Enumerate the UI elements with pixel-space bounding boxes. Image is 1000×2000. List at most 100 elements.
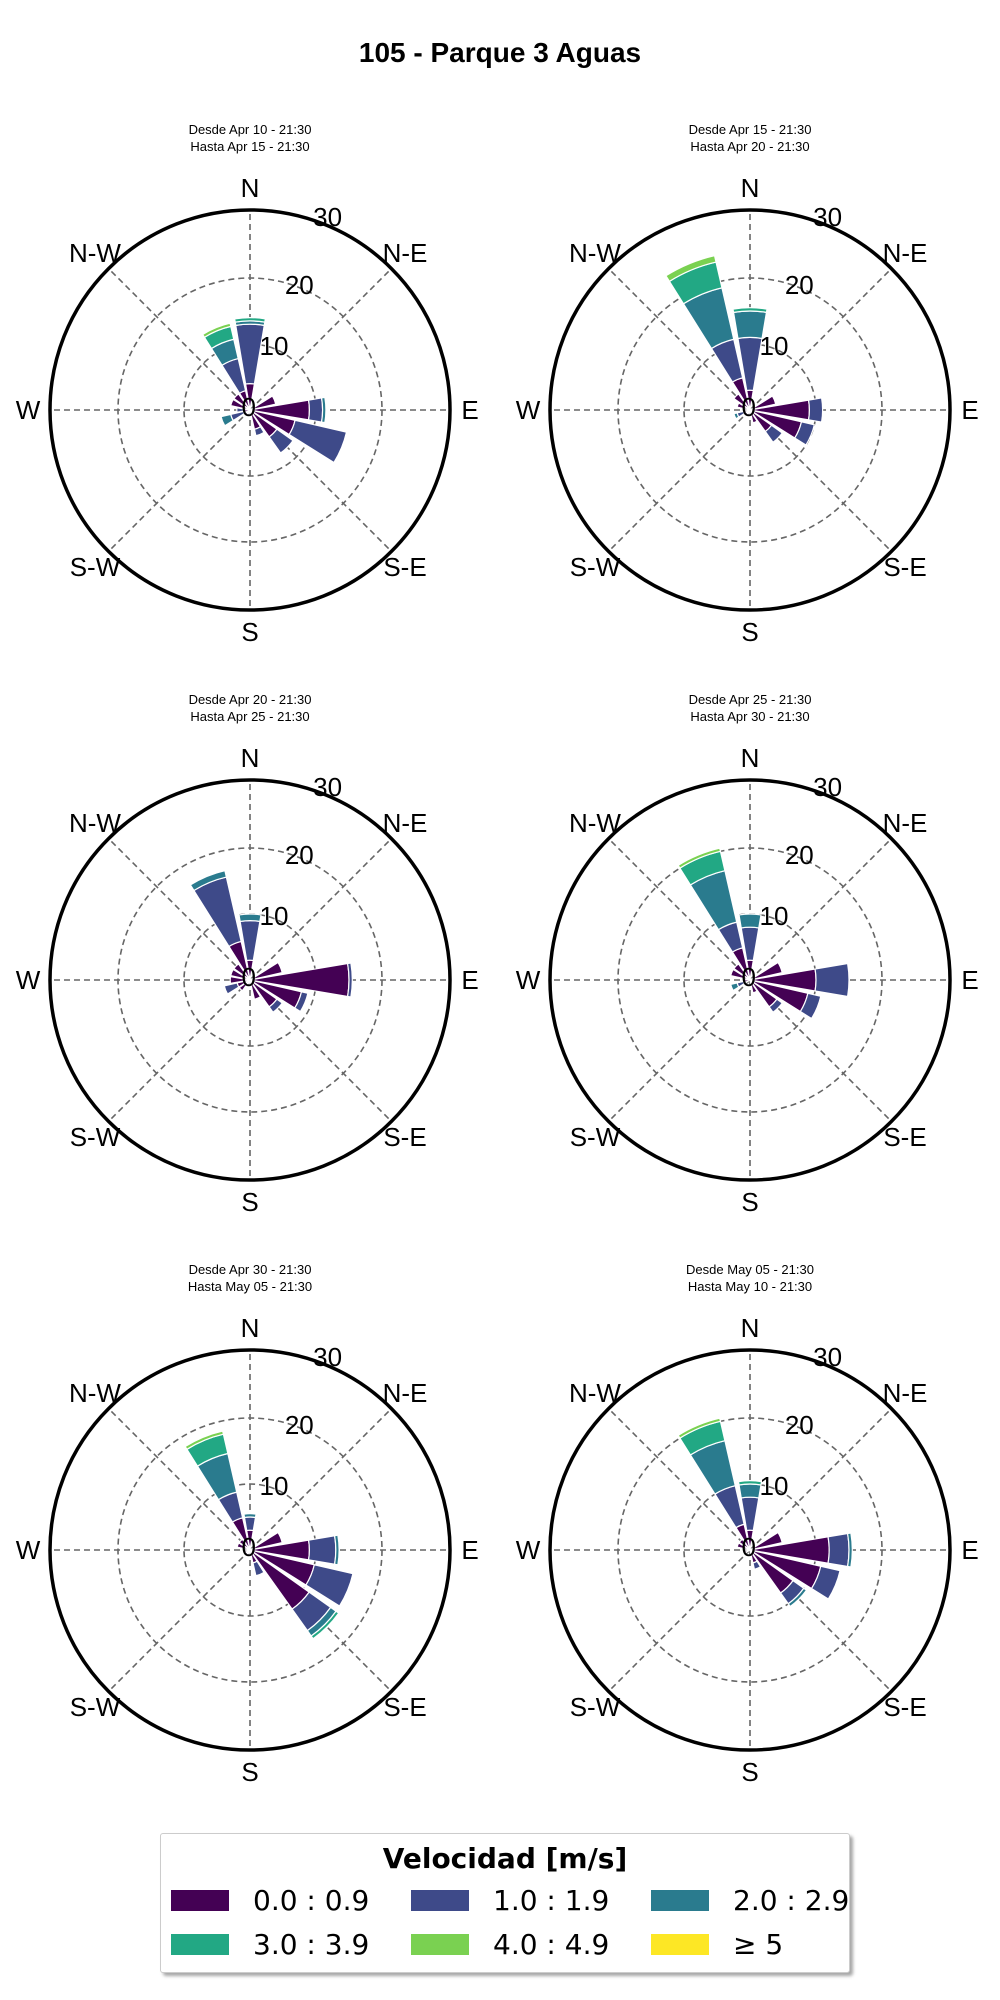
direction-label: N-E [883,238,928,268]
windrose-bar [229,976,251,984]
legend-swatch [651,1933,709,1955]
windrose-bar [310,1610,340,1640]
radial-tick-label: 10 [260,901,289,931]
grid-spoke [108,1549,251,1692]
direction-label: N-W [569,238,621,268]
legend-label: 1.0 : 1.9 [493,1883,610,1917]
direction-label: S-E [383,1122,426,1152]
direction-label: E [961,1535,978,1565]
direction-label: S [241,1187,258,1217]
grid-spoke [108,409,251,552]
windrose-bar [238,979,251,992]
radial-tick-label: 10 [260,1471,289,1501]
direction-label: S-W [570,552,621,582]
direction-label: N-W [569,808,621,838]
direction-label: S [741,1187,758,1217]
windrose-bar [233,393,251,411]
direction-label: N [741,743,760,773]
windrose-bar [346,962,353,998]
radial-tick-label: 20 [285,270,314,300]
radial-tick-label: 0 [742,392,756,422]
windrose-bar [233,317,267,323]
direction-label: S-E [383,552,426,582]
radial-tick-label: 30 [813,202,842,232]
radial-tick-label: 20 [785,840,814,870]
windrose-bar [253,425,265,437]
windrose-bar [184,1430,225,1451]
panel-subtitle: Desde Apr 10 - 21:30 [189,122,312,137]
direction-label: W [516,395,541,425]
legend-label: 4.0 : 4.9 [493,1927,610,1961]
panel-subtitle: Hasta May 10 - 21:30 [688,1279,812,1294]
grid-spoke [108,838,251,981]
direction-label: N-E [383,1378,428,1408]
windrose-bar [249,961,283,981]
windrose-bar [307,1535,337,1565]
direction-label: S-E [883,552,926,582]
panel-subtitle: Desde Apr 25 - 21:30 [689,692,812,707]
radial-tick-label: 10 [760,901,789,931]
panel-subtitle: Hasta Apr 25 - 21:30 [190,709,309,724]
windrose-bar [738,1538,751,1551]
direction-label: N-W [69,808,121,838]
direction-label: S-W [70,1122,121,1152]
windrose-bar [677,847,722,869]
windrose-bar [752,1560,762,1571]
grid-spoke [608,1549,751,1692]
panel-subtitle: Desde Apr 20 - 21:30 [189,692,312,707]
windrose-bar [236,1542,251,1551]
windrose-bar [189,869,228,892]
windrose-bar [764,424,784,444]
direction-label: N-E [883,1378,928,1408]
radial-tick-label: 0 [242,392,256,422]
windrose-bar [238,1538,251,1551]
windrose-bar [733,412,740,420]
windrose-bar [787,1587,808,1608]
windrose-bar [238,913,262,923]
grid-spoke [749,268,892,411]
direction-label: N-W [569,1378,621,1408]
windrose-panels: Desde Apr 10 - 21:30 Hasta Apr 15 - 21:30… [16,122,979,1787]
legend-label: ≥ 5 [733,1927,784,1961]
windrose-bar [749,409,758,424]
windrose-bar [737,1480,763,1486]
windrose-bar [665,254,717,283]
legend-item: 0.0 : 0.9 [171,1882,369,1918]
outer-ring [548,778,952,1182]
legend-item: 2.0 : 2.9 [651,1882,849,1918]
direction-label: W [16,395,41,425]
direction-label: S [741,1757,758,1787]
windrose-bar [742,978,751,982]
windrose-bar [768,998,784,1014]
grid-spoke [608,838,751,981]
radial-tick-label: 20 [785,1410,814,1440]
radial-tick-label: 0 [242,962,256,992]
radial-tick-label: 10 [260,331,289,361]
windrose-bar [229,398,251,411]
windrose-bar [249,979,262,1001]
windrose-bar [738,1483,762,1499]
direction-label: S-E [883,1692,926,1722]
outer-ring [548,208,952,612]
direction-label: S [741,617,758,647]
windrose-bar [733,963,751,981]
windrose-bar [236,407,245,413]
direction-label: N-E [383,808,428,838]
legend-swatch [171,1933,229,1955]
grid-spoke [108,268,251,411]
legend-swatch [171,1889,229,1911]
windrose-bar [799,992,822,1020]
windrose-bar [742,1549,751,1555]
direction-label: W [516,965,541,995]
legend-label: 0.0 : 0.9 [253,1883,370,1917]
radial-tick-label: 30 [813,772,842,802]
direction-label: E [461,965,478,995]
windrose-bar [793,421,816,446]
windrose-bar [243,1516,257,1532]
direction-label: S-E [383,1692,426,1722]
direction-label: N [741,173,760,203]
windrose-bar [729,968,751,981]
windrose-bar [807,397,824,423]
grid-spoke [608,268,751,411]
grid-spoke [608,409,751,552]
